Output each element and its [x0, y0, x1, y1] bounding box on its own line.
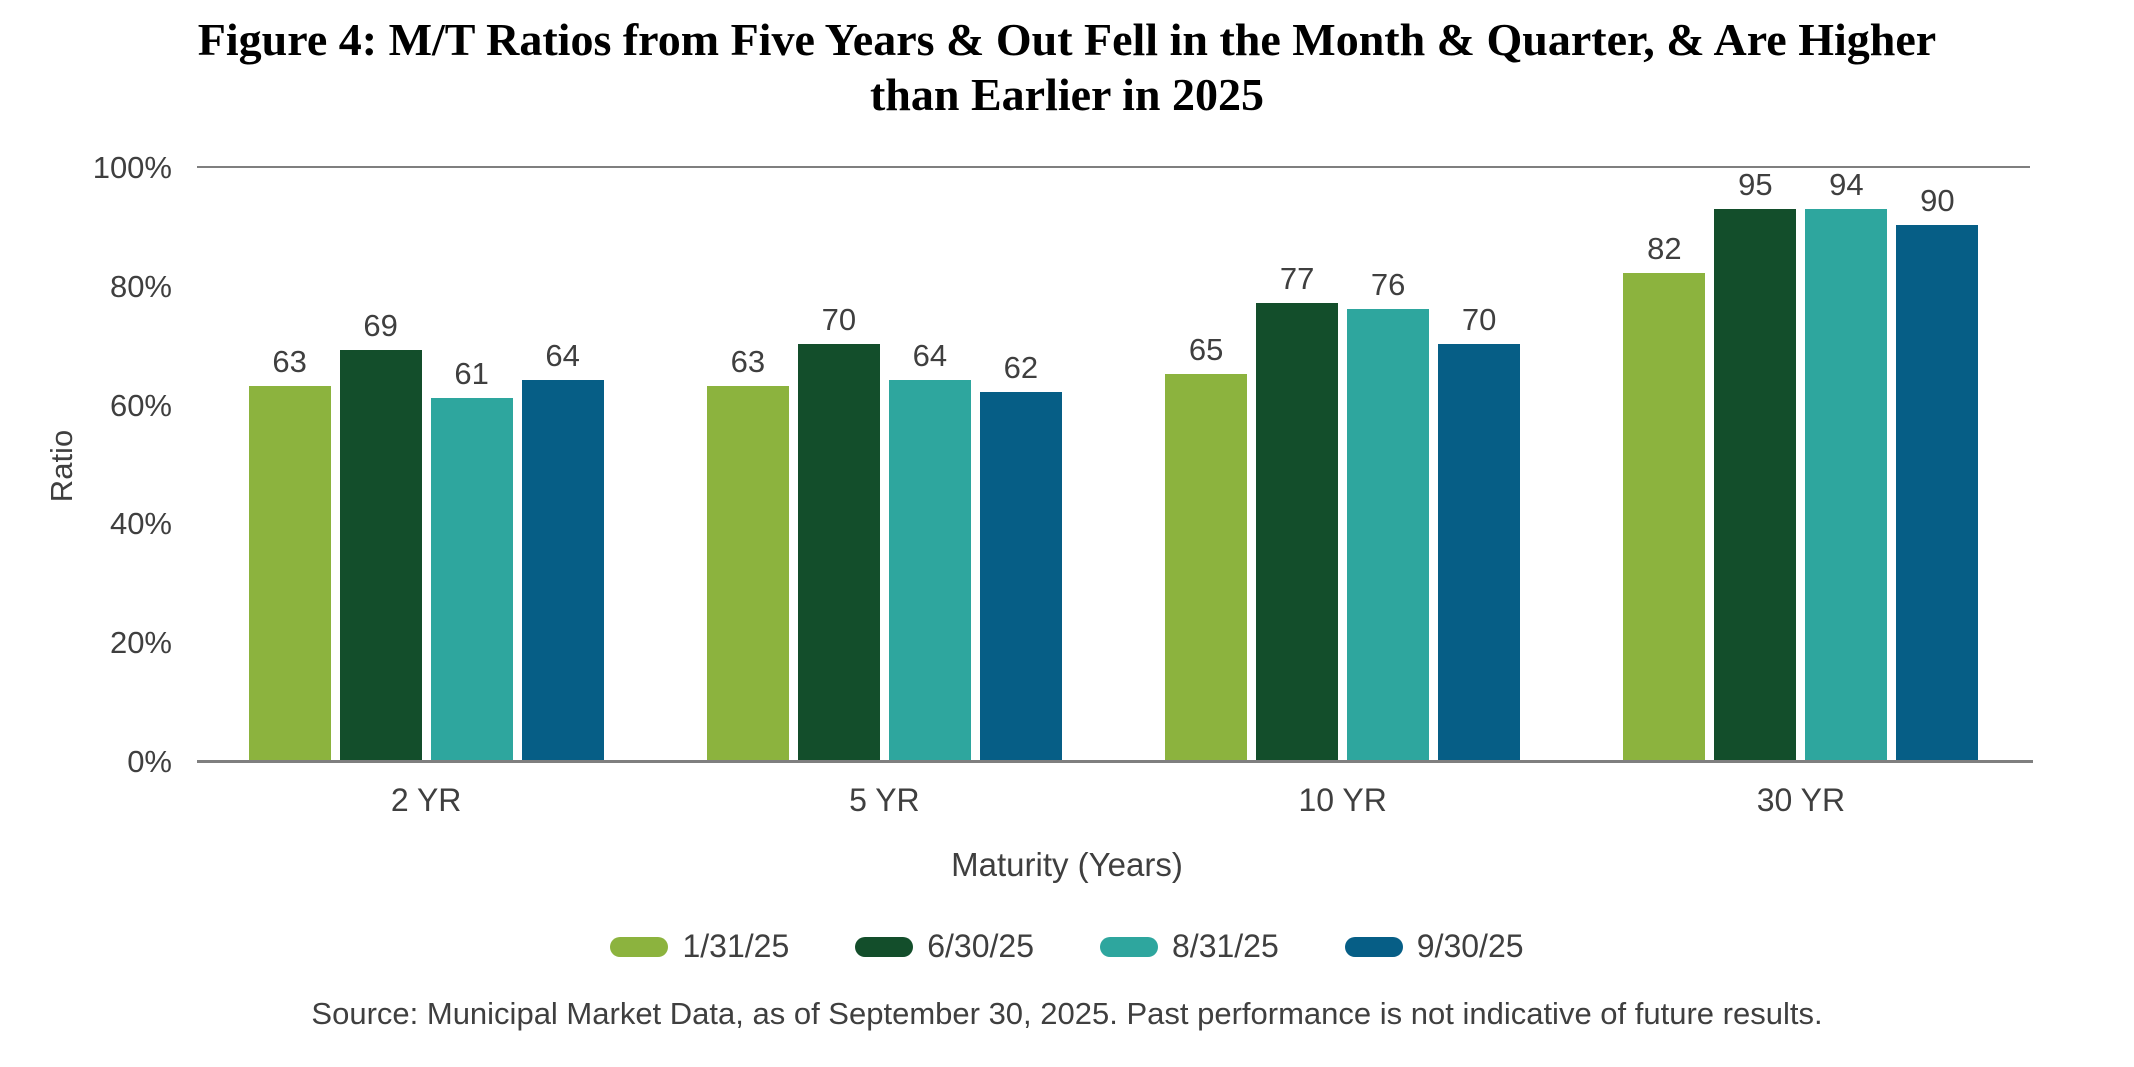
- bar-9-30-25: [1438, 344, 1521, 760]
- y-tick-label: 20%: [109, 625, 172, 661]
- legend-label: 9/30/25: [1416, 928, 1524, 964]
- legend-label: 8/31/25: [1172, 928, 1279, 964]
- legend-label: 6/30/25: [927, 928, 1034, 964]
- x-category-label: 30 YR: [1756, 782, 1846, 818]
- figure-title-line1: Figure 4: M/T Ratios from Five Years & O…: [197, 14, 1937, 65]
- figure-title: Figure 4: M/T Ratios from Five Years & O…: [0, 12, 2134, 122]
- bar-group-5-yr: 63 70 64 62: [655, 168, 1113, 760]
- bar-group-10-yr: 65 77 76 70: [1114, 168, 1572, 760]
- bar-column: 69: [339, 168, 422, 760]
- legend: 1/31/25 6/30/25 8/31/25 9/30/25: [0, 928, 2134, 965]
- bar-9-30-25: [521, 379, 604, 760]
- legend-swatch-icon: [1100, 936, 1158, 957]
- legend-swatch-icon: [855, 936, 914, 957]
- bar-column: 90: [1896, 168, 1979, 760]
- bar-value-label: 95: [1738, 167, 1773, 202]
- bar-value-label: 61: [454, 355, 489, 391]
- x-category-label: 2 YR: [390, 782, 462, 818]
- bar-1-31-25: [706, 385, 789, 760]
- plot-area: 63 69 61 64 63 70 64 62 65 77 76 70 82 95 94 90: [197, 168, 2030, 760]
- bar-group-2-yr: 63 69 61 64: [197, 168, 655, 760]
- x-category-label: 5 YR: [849, 782, 920, 818]
- bar-column: 64: [521, 168, 604, 760]
- bar-6-30-25: [1714, 209, 1797, 760]
- bar-8-31-25: [1347, 308, 1430, 760]
- bar-group-30-yr: 82 95 94 90: [1572, 168, 2030, 760]
- y-tick-label: 40%: [109, 506, 172, 542]
- bar-1-31-25: [248, 385, 331, 760]
- bar-value-label: 70: [821, 302, 857, 338]
- legend-label: 1/31/25: [682, 928, 790, 964]
- bar-value-label: 76: [1370, 266, 1406, 302]
- bar-column: 82: [1623, 168, 1706, 760]
- bar-column: 70: [1438, 168, 1521, 760]
- bar-value-label: 63: [272, 343, 307, 379]
- gridline-100pct: [197, 166, 2030, 168]
- bar-column: 95: [1714, 167, 1797, 760]
- bar-6-30-25: [339, 350, 422, 760]
- bar-8-31-25: [430, 397, 513, 760]
- bar-column: 70: [797, 168, 880, 760]
- bar-column: 77: [1256, 168, 1339, 760]
- y-tick-label: 100%: [92, 150, 172, 185]
- source-note: Source: Municipal Market Data, as of Sep…: [311, 996, 1823, 1031]
- bar-9-30-25: [1896, 225, 1979, 760]
- bar-value-label: 82: [1647, 230, 1682, 266]
- bar-1-31-25: [1165, 373, 1248, 760]
- bar-column: 61: [430, 168, 513, 760]
- x-axis-title: Maturity (Years): [951, 846, 1183, 883]
- bar-value-label: 90: [1920, 183, 1955, 219]
- legend-item: 8/31/25: [1100, 928, 1279, 965]
- bar-value-label: 64: [545, 337, 580, 373]
- legend-item: 6/30/25: [855, 928, 1034, 965]
- legend-item: 9/30/25: [1344, 928, 1524, 965]
- y-tick-label: 0%: [127, 744, 172, 779]
- x-axis-category-labels: 2 YR 5 YR 10 YR 30 YR: [197, 782, 2030, 819]
- figure-title-line2: than Earlier in 2025: [869, 69, 1264, 120]
- legend-item: 1/31/25: [610, 928, 789, 965]
- legend-swatch-icon: [610, 936, 669, 957]
- bar-value-label: 77: [1279, 260, 1315, 296]
- bar-value-label: 69: [363, 308, 398, 344]
- bar-8-31-25: [1805, 209, 1888, 760]
- bar-value-label: 94: [1829, 167, 1864, 202]
- bar-value-label: 64: [912, 337, 948, 373]
- bar-column: 63: [706, 168, 789, 760]
- bar-value-label: 62: [1003, 349, 1039, 385]
- bar-column: 64: [888, 168, 971, 760]
- bar-value-label: 70: [1461, 302, 1497, 338]
- bar-value-label: 63: [730, 343, 766, 379]
- x-axis-line: [197, 760, 2033, 763]
- y-tick-label: 60%: [109, 387, 172, 423]
- bar-column: 62: [979, 168, 1062, 760]
- bar-9-30-25: [979, 391, 1062, 760]
- bar-column: 94: [1805, 167, 1888, 760]
- bar-column: 63: [248, 168, 331, 760]
- bar-value-label: 65: [1188, 331, 1224, 367]
- bar-6-30-25: [1256, 302, 1339, 760]
- bar-1-31-25: [1623, 272, 1706, 760]
- bar-8-31-25: [888, 379, 971, 760]
- bar-6-30-25: [797, 344, 880, 760]
- legend-swatch-icon: [1344, 936, 1403, 957]
- y-tick-label: 80%: [109, 268, 172, 304]
- bar-column: 76: [1347, 168, 1430, 760]
- x-category-label: 10 YR: [1298, 782, 1387, 818]
- bar-column: 65: [1165, 168, 1248, 760]
